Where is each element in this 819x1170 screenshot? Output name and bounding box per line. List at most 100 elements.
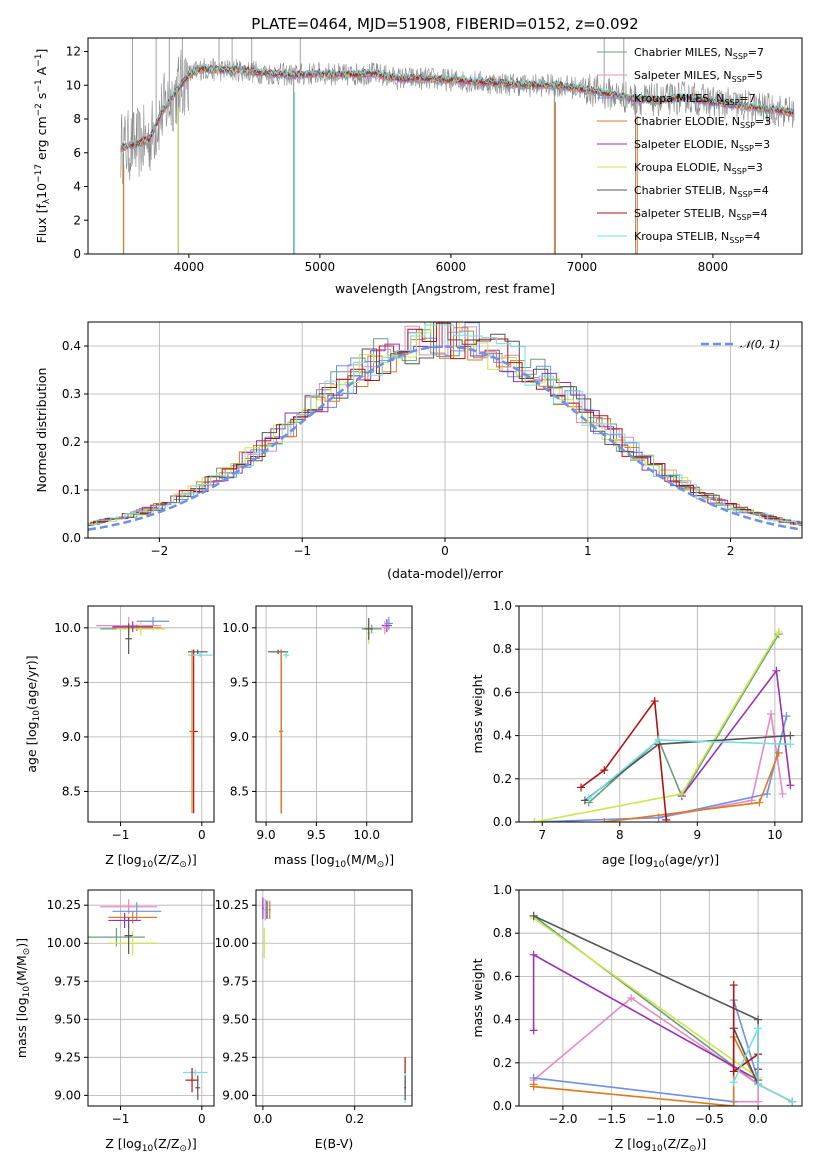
weight-vs-age-ytick-label: 0.0 [493, 815, 512, 829]
spectrum-ylabel: Flux [fλ10−17 erg cm−2 s−1 A−1] [34, 49, 52, 244]
residuals-gaussian [88, 345, 802, 531]
weight-vs-Z-series-marker [529, 1026, 538, 1035]
age-vs-mass-plot [268, 616, 393, 814]
weight-vs-age-series-line [588, 633, 780, 804]
weight-vs-age-series-marker [530, 818, 539, 822]
residuals-ytick-label: 0.0 [62, 531, 81, 545]
weight-vs-Z-ytick-label: 0.2 [493, 1056, 512, 1070]
residuals-ytick-label: 0.2 [62, 435, 81, 449]
weight-vs-age-series-marker [650, 697, 659, 706]
weight-vs-age-series-marker [782, 712, 791, 721]
mass-vs-ebv-xlabel: E(B-V) [315, 1136, 354, 1151]
weight-vs-age-series-marker [786, 731, 795, 740]
weight-vs-age-ytick-label: 0.8 [493, 642, 512, 656]
spectrum-ytick-label: 6 [73, 146, 81, 160]
weight-vs-Z-series-marker [529, 911, 538, 920]
weight-vs-age-axes [519, 605, 802, 823]
weight-vs-Z-series-line [533, 917, 759, 1079]
spectrum-legend-label: Chabrier MILES, NSSP=7 [634, 46, 764, 61]
mass-vs-ebv-plot [261, 897, 407, 1103]
weight-vs-Z-series-marker [754, 1024, 763, 1033]
weight-vs-age-plot [530, 627, 795, 822]
spectrum-frame: 4000 5000 6000 7000 8000 0 2 4 6 8 10 12 [66, 37, 803, 274]
weight-vs-age-series-marker [774, 748, 783, 757]
weight-vs-age-ytick-label: 0.2 [493, 772, 512, 786]
spectrum-legend: Chabrier MILES, NSSP=7 Salpeter MILES, NS… [597, 46, 771, 245]
weight-vs-age-series-marker [654, 735, 663, 744]
mass-vs-ebv-ytick-label: 10.25 [215, 898, 249, 912]
weight-vs-Z-series-line [732, 1027, 793, 1103]
spectrum-ytick-label: 10 [66, 78, 81, 92]
mass-vs-Z-ytick-label: 10.25 [47, 898, 81, 912]
weight-vs-age-series-marker [766, 710, 775, 718]
mass-vs-ebv-frame: 0.0 0.2 9.00 9.25 9.50 9.75 10.00 10.25 [215, 889, 413, 1126]
age-vs-Z-axes [88, 606, 214, 822]
weight-vs-age-ytick-label: 0.6 [493, 685, 512, 699]
residuals-plot [88, 322, 802, 531]
spectrum-border [87, 37, 803, 255]
age-vs-mass-ytick-label: 9.0 [230, 730, 249, 744]
spectrum-xtick-label: 6000 [436, 260, 467, 274]
mass-vs-Z-ylabel: mass [log10(M/M⊙)] [14, 938, 32, 1058]
age-vs-mass-border [255, 605, 413, 823]
residuals-ytick-label: 0.1 [62, 483, 81, 497]
mass-vs-ebv-ytick-label: 9.50 [222, 1012, 249, 1026]
age-vs-mass-ytick-label: 9.5 [230, 675, 249, 689]
spectrum-ytick-label: 4 [73, 180, 81, 194]
weight-vs-Z-series-marker [729, 1067, 738, 1076]
weight-vs-Z-ytick-label: 0.6 [493, 969, 512, 983]
residuals-legend-label: 𝒩(0, 1) [740, 338, 780, 351]
mass-vs-Z-xlabel: Z [log10(Z/Z⊙)] [105, 1136, 196, 1154]
weight-vs-age-xlabel: age [log10(age/yr)] [602, 852, 719, 870]
mass-vs-Z-ytick-label: 9.00 [54, 1088, 81, 1102]
spectrum-legend-label: Chabrier ELODIE, NSSP=3 [634, 115, 771, 130]
weight-vs-Z-xtick-label: 0.0 [749, 1112, 768, 1126]
residuals-ylabel: Normed distribution [34, 368, 49, 493]
spectrum-ytick-label: 2 [73, 213, 81, 227]
residuals-xtick-label: 2 [727, 544, 735, 558]
age-vs-mass-xtick-label: 10.0 [353, 828, 380, 842]
spectrum-model-line [120, 62, 794, 149]
mass-vs-Z-ytick-label: 9.25 [54, 1050, 81, 1064]
residuals-legend: 𝒩(0, 1) [701, 338, 780, 351]
mass-vs-ebv-ytick-label: 9.00 [222, 1088, 249, 1102]
mass-vs-ebv-ytick-label: 9.25 [222, 1050, 249, 1064]
spectrum-plot [120, 38, 795, 254]
mass-vs-ebv-xtick-label: 0.0 [253, 1112, 272, 1126]
age-vs-Z-ytick-label: 8.5 [62, 784, 81, 798]
weight-vs-Z-series-marker [627, 994, 636, 1002]
weight-vs-Z-series-marker [729, 1078, 738, 1087]
spectrum-xlabel: wavelength [Angstrom, rest frame] [335, 281, 555, 296]
weight-vs-age-xtick-label: 7 [538, 828, 546, 842]
mass-vs-Z-ytick-label: 9.50 [54, 1012, 81, 1026]
weight-vs-Z-series-line [732, 985, 793, 1103]
age-vs-Z-xlabel: Z [log10(Z/Z⊙)] [105, 852, 196, 870]
weight-vs-age-xtick-label: 10 [767, 828, 782, 842]
weight-vs-age-series-marker [786, 740, 795, 749]
age-vs-mass-frame: 9.0 9.5 10.0 8.5 9.0 9.5 10.0 [222, 605, 413, 842]
residuals-xtick-label: 0 [441, 544, 449, 558]
residuals-xlabel: (data-model)/error [387, 566, 504, 581]
weight-vs-Z-xlabel: Z [log10(Z/Z⊙)] [615, 1136, 706, 1154]
spectrum-xtick-label: 5000 [305, 260, 336, 274]
residuals-histogram [88, 324, 802, 526]
mass-vs-Z-ytick-label: 9.75 [54, 974, 81, 988]
weight-vs-age-series-line [534, 716, 788, 822]
age-vs-mass-xlabel: mass [log10(M/M⊙)] [274, 852, 394, 870]
spectrum-ytick-label: 8 [73, 112, 81, 126]
weight-vs-Z-ytick-label: 1.0 [493, 883, 512, 897]
weight-vs-age-series-marker [662, 815, 671, 822]
weight-vs-age-xtick-label: 9 [694, 828, 702, 842]
weight-vs-Z-ytick-label: 0.8 [493, 926, 512, 940]
mass-vs-ebv-axes [256, 890, 412, 1106]
residuals-xtick-label: −2 [151, 544, 169, 558]
age-vs-Z-ytick-label: 10.0 [54, 621, 81, 635]
weight-vs-age-series-marker [677, 789, 686, 798]
weight-vs-age-series-marker [755, 798, 764, 807]
weight-vs-Z-series-marker [529, 950, 538, 959]
mass-vs-Z-border [87, 889, 215, 1107]
spectrum-xtick-label: 4000 [174, 260, 205, 274]
weight-vs-Z-series-marker [754, 1015, 763, 1024]
spectrum-legend-label: Chabrier STELIB, NSSP=4 [634, 184, 769, 199]
